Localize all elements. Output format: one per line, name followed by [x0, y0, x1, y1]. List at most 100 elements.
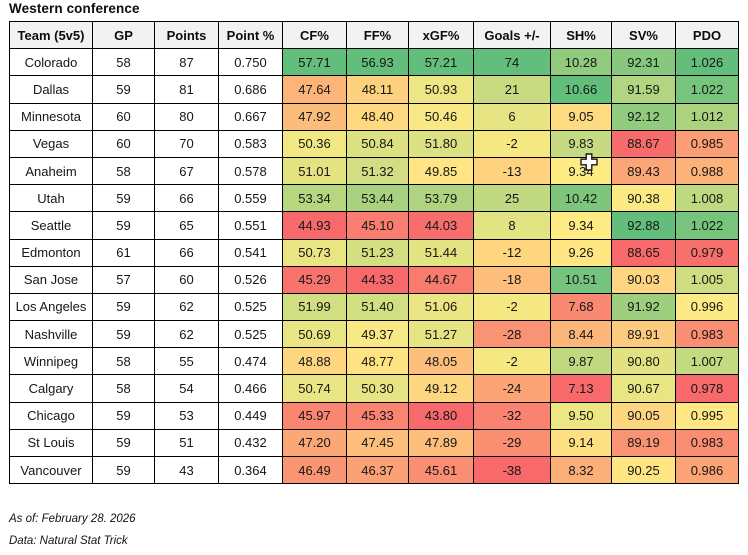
team-cell[interactable]: Los Angeles — [9, 292, 93, 322]
stat-cell-points[interactable]: 66 — [154, 184, 219, 213]
stat-cell-gp[interactable]: 60 — [92, 102, 155, 131]
stat-cell-sv[interactable]: 92.12 — [611, 102, 676, 131]
col-header-sh[interactable]: SH% — [550, 20, 612, 50]
stat-cell-sh[interactable]: 9.83 — [550, 129, 612, 158]
col-header-sv[interactable]: SV% — [611, 20, 676, 50]
col-header-ff[interactable]: FF% — [346, 20, 409, 50]
stat-cell-xgf[interactable]: 48.05 — [408, 347, 474, 376]
stat-cell-point[interactable]: 0.667 — [218, 102, 283, 131]
col-header-point[interactable]: Point % — [218, 20, 283, 50]
stat-cell-ff[interactable]: 53.44 — [346, 184, 409, 213]
stat-cell-sv[interactable]: 89.43 — [611, 156, 676, 186]
team-cell[interactable]: Colorado — [9, 48, 93, 77]
stat-cell-cf[interactable]: 47.20 — [282, 428, 347, 458]
team-cell[interactable]: Anaheim — [9, 156, 93, 186]
stat-cell-sv[interactable]: 92.31 — [611, 48, 676, 77]
stat-cell-xgf[interactable]: 53.79 — [408, 184, 474, 213]
stat-cell-goals[interactable]: -18 — [473, 265, 551, 294]
stat-cell-sv[interactable]: 89.91 — [611, 320, 676, 349]
stat-cell-sv[interactable]: 90.80 — [611, 347, 676, 376]
stat-cell-point[interactable]: 0.449 — [218, 401, 283, 430]
stat-cell-sh[interactable]: 9.05 — [550, 102, 612, 131]
stat-cell-point[interactable]: 0.526 — [218, 265, 283, 294]
stat-cell-gp[interactable]: 58 — [92, 156, 155, 186]
stat-cell-sh[interactable]: 10.28 — [550, 48, 612, 77]
team-cell[interactable]: Winnipeg — [9, 347, 93, 376]
stat-cell-pdo[interactable]: 1.022 — [675, 75, 739, 104]
stat-cell-goals[interactable]: 74 — [473, 48, 551, 77]
stat-cell-ff[interactable]: 48.77 — [346, 347, 409, 376]
stat-cell-gp[interactable]: 59 — [92, 184, 155, 213]
stat-cell-gp[interactable]: 58 — [92, 48, 155, 77]
stat-cell-pdo[interactable]: 0.983 — [675, 428, 739, 458]
stat-cell-cf[interactable]: 45.97 — [282, 401, 347, 430]
stat-cell-gp[interactable]: 59 — [92, 320, 155, 349]
stat-cell-pdo[interactable]: 1.026 — [675, 48, 739, 77]
col-header-pdo[interactable]: PDO — [675, 20, 739, 50]
stat-cell-gp[interactable]: 60 — [92, 129, 155, 158]
stat-cell-xgf[interactable]: 44.03 — [408, 211, 474, 240]
team-cell[interactable]: Calgary — [9, 374, 93, 403]
stat-cell-sh[interactable]: 10.66 — [550, 75, 612, 104]
stat-cell-sv[interactable]: 90.38 — [611, 184, 676, 213]
stat-cell-points[interactable]: 60 — [154, 265, 219, 294]
stat-cell-xgf[interactable]: 57.21 — [408, 48, 474, 77]
stat-cell-goals[interactable]: 8 — [473, 211, 551, 240]
stat-cell-pdo[interactable]: 1.007 — [675, 347, 739, 376]
stat-cell-sv[interactable]: 91.59 — [611, 75, 676, 104]
stat-cell-sh[interactable]: 7.68 — [550, 292, 612, 322]
stat-cell-point[interactable]: 0.364 — [218, 455, 283, 485]
stat-cell-ff[interactable]: 51.32 — [346, 156, 409, 186]
stat-cell-points[interactable]: 54 — [154, 374, 219, 403]
stat-cell-points[interactable]: 66 — [154, 238, 219, 267]
stat-cell-xgf[interactable]: 49.12 — [408, 374, 474, 403]
stat-cell-sh[interactable]: 7.13 — [550, 374, 612, 403]
stat-cell-ff[interactable]: 50.84 — [346, 129, 409, 158]
stat-cell-ff[interactable]: 51.40 — [346, 292, 409, 322]
stat-cell-xgf[interactable]: 50.93 — [408, 75, 474, 104]
stat-cell-ff[interactable]: 46.37 — [346, 455, 409, 485]
stat-cell-sv[interactable]: 88.67 — [611, 129, 676, 158]
stat-cell-points[interactable]: 62 — [154, 320, 219, 349]
stat-cell-gp[interactable]: 57 — [92, 265, 155, 294]
stat-cell-gp[interactable]: 59 — [92, 292, 155, 322]
stat-cell-point[interactable]: 0.551 — [218, 211, 283, 240]
stat-cell-pdo[interactable]: 1.008 — [675, 184, 739, 213]
team-cell[interactable]: St Louis — [9, 428, 93, 458]
stat-cell-ff[interactable]: 50.30 — [346, 374, 409, 403]
stat-cell-pdo[interactable]: 0.978 — [675, 374, 739, 403]
team-cell[interactable]: Vegas — [9, 129, 93, 158]
stat-cell-gp[interactable]: 61 — [92, 238, 155, 267]
col-header-goals[interactable]: Goals +/- — [473, 20, 551, 50]
stat-cell-points[interactable]: 51 — [154, 428, 219, 458]
stat-cell-point[interactable]: 0.686 — [218, 75, 283, 104]
stat-cell-cf[interactable]: 50.73 — [282, 238, 347, 267]
stat-cell-points[interactable]: 55 — [154, 347, 219, 376]
stat-cell-xgf[interactable]: 51.44 — [408, 238, 474, 267]
stat-cell-sv[interactable]: 90.03 — [611, 265, 676, 294]
stat-cell-point[interactable]: 0.474 — [218, 347, 283, 376]
stat-cell-cf[interactable]: 51.99 — [282, 292, 347, 322]
stat-cell-cf[interactable]: 47.92 — [282, 102, 347, 131]
stat-cell-xgf[interactable]: 50.46 — [408, 102, 474, 131]
stat-cell-points[interactable]: 87 — [154, 48, 219, 77]
stat-cell-goals[interactable]: -29 — [473, 428, 551, 458]
stat-cell-points[interactable]: 43 — [154, 455, 219, 485]
col-header-xgf[interactable]: xGF% — [408, 20, 474, 50]
stat-cell-point[interactable]: 0.466 — [218, 374, 283, 403]
stat-cell-cf[interactable]: 50.74 — [282, 374, 347, 403]
stat-cell-goals[interactable]: -2 — [473, 129, 551, 158]
stat-cell-pdo[interactable]: 1.022 — [675, 211, 739, 240]
stat-cell-sh[interactable]: 9.34 — [550, 211, 612, 240]
stat-cell-gp[interactable]: 58 — [92, 347, 155, 376]
stat-cell-gp[interactable]: 59 — [92, 401, 155, 430]
stat-cell-ff[interactable]: 45.33 — [346, 401, 409, 430]
stat-cell-goals[interactable]: 6 — [473, 102, 551, 131]
stat-cell-ff[interactable]: 49.37 — [346, 320, 409, 349]
stat-cell-xgf[interactable]: 51.06 — [408, 292, 474, 322]
stat-cell-pdo[interactable]: 0.988 — [675, 156, 739, 186]
stat-cell-pdo[interactable]: 0.986 — [675, 455, 739, 485]
team-cell[interactable]: San Jose — [9, 265, 93, 294]
team-cell[interactable]: Seattle — [9, 211, 93, 240]
stat-cell-points[interactable]: 81 — [154, 75, 219, 104]
